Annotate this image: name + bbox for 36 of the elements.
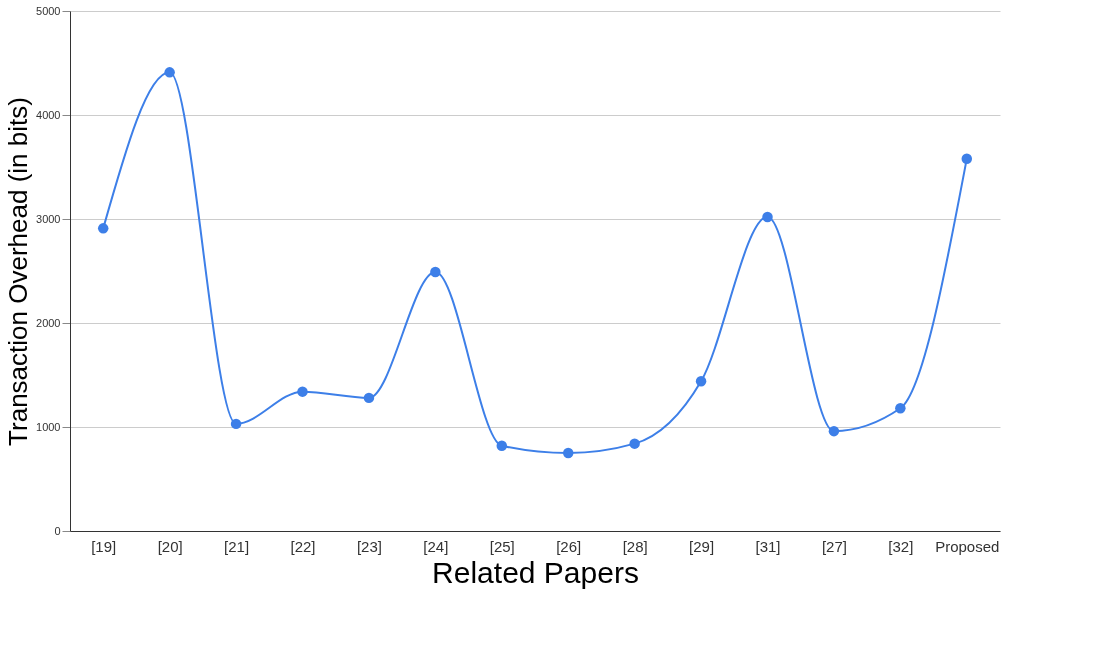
point <box>629 438 640 449</box>
x-tick-label: [25] <box>489 537 515 555</box>
point <box>297 386 308 397</box>
x-tick-label: [24] <box>423 537 449 555</box>
x-tick-label: Proposed <box>935 537 1000 555</box>
x-tick-label: [32] <box>888 537 914 555</box>
x-tick-label: [27] <box>821 537 847 555</box>
y-tick-label: 4000 <box>36 108 61 121</box>
point <box>762 211 773 223</box>
point <box>828 425 840 437</box>
point <box>895 403 906 414</box>
y-tick-label: 5000 <box>36 4 61 17</box>
y-tick-label: 3000 <box>36 212 61 225</box>
x-tick-label: [20] <box>157 537 183 555</box>
point <box>496 440 508 451</box>
y-tick-label: 1000 <box>36 420 61 433</box>
point <box>695 376 707 387</box>
point <box>961 153 973 164</box>
x-tick-label: [19] <box>91 537 117 555</box>
x-tick-label: [31] <box>755 537 781 555</box>
x-tick-label: [29] <box>689 537 715 555</box>
x-tick-label: [26] <box>556 537 582 555</box>
y-tick-label: 2000 <box>36 316 61 329</box>
x-axis-title: Related Papers <box>432 555 639 589</box>
point <box>363 392 375 404</box>
point <box>97 223 109 234</box>
point <box>164 67 175 78</box>
x-tick-label: [28] <box>622 537 648 555</box>
point <box>230 418 242 430</box>
x-tick-label: [21] <box>224 537 250 555</box>
y-tick-label: 0 <box>54 524 61 537</box>
x-tick-label: [23] <box>356 537 382 555</box>
x-tick-label: [22] <box>290 537 316 555</box>
point <box>562 447 574 459</box>
point <box>430 266 441 278</box>
y-axis-title: Transaction Overhead (in bits) <box>3 97 34 446</box>
